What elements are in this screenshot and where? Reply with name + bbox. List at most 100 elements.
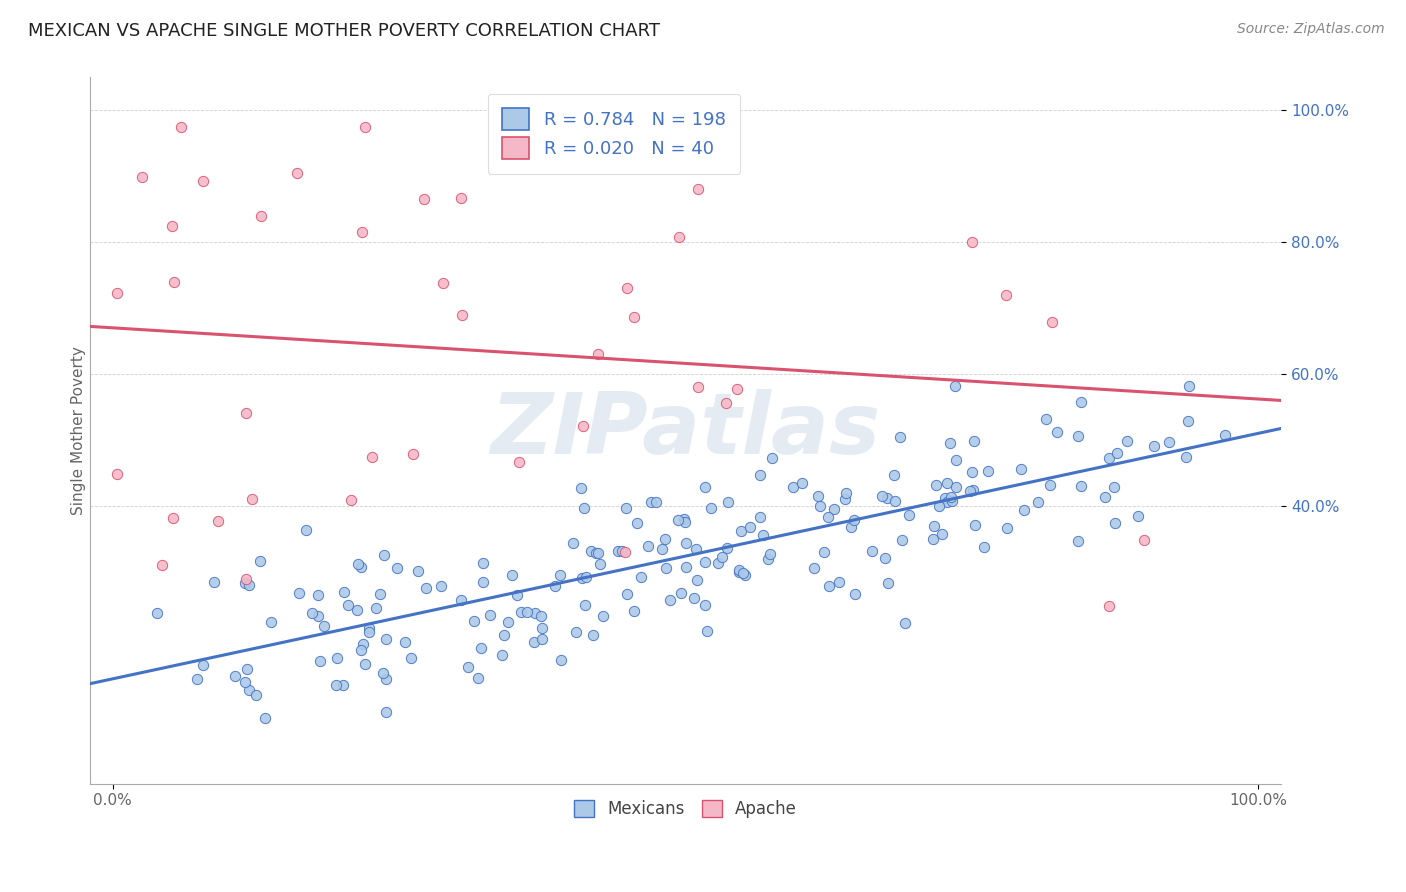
Point — [931, 527, 953, 541]
Point — [579, 543, 602, 558]
Text: ZIPatlas: ZIPatlas — [491, 389, 880, 472]
Point — [782, 480, 804, 494]
Point — [731, 566, 754, 581]
Point — [616, 281, 638, 295]
Point — [564, 625, 586, 640]
Point — [350, 560, 373, 574]
Point — [922, 519, 945, 533]
Point — [685, 542, 707, 557]
Point — [312, 619, 335, 633]
Point — [1177, 414, 1199, 428]
Point — [1094, 490, 1116, 504]
Point — [574, 598, 596, 612]
Point — [450, 593, 472, 607]
Point — [669, 585, 692, 599]
Point — [730, 524, 752, 538]
Point — [695, 555, 717, 569]
Point — [640, 495, 662, 509]
Point — [610, 543, 633, 558]
Point — [695, 480, 717, 494]
Point — [233, 675, 256, 690]
Point — [928, 500, 950, 514]
Point — [571, 571, 593, 585]
Point — [309, 654, 332, 668]
Point — [145, 606, 167, 620]
Point — [883, 468, 905, 483]
Point — [813, 545, 835, 559]
Point — [585, 546, 607, 560]
Point — [333, 584, 356, 599]
Point — [716, 396, 738, 410]
Point — [939, 435, 962, 450]
Point — [659, 592, 682, 607]
Point — [1026, 495, 1049, 509]
Point — [432, 276, 454, 290]
Point — [586, 346, 609, 360]
Point — [235, 405, 257, 419]
Point — [191, 657, 214, 672]
Point — [160, 219, 183, 233]
Point — [1105, 446, 1128, 460]
Point — [415, 581, 437, 595]
Point — [817, 509, 839, 524]
Point — [616, 587, 638, 601]
Point — [588, 546, 610, 560]
Point — [810, 499, 832, 513]
Point — [870, 489, 893, 503]
Point — [827, 574, 849, 589]
Point — [973, 540, 995, 554]
Point — [696, 624, 718, 638]
Point — [523, 634, 546, 648]
Point — [508, 455, 530, 469]
Point — [965, 517, 987, 532]
Point — [332, 678, 354, 692]
Point — [727, 563, 749, 577]
Point — [959, 483, 981, 498]
Point — [394, 635, 416, 649]
Point — [575, 570, 598, 584]
Point — [131, 169, 153, 184]
Point — [207, 514, 229, 528]
Point — [470, 640, 492, 655]
Point — [193, 174, 215, 188]
Point — [238, 683, 260, 698]
Point — [673, 515, 696, 529]
Point — [572, 501, 595, 516]
Point — [375, 672, 398, 686]
Point — [457, 660, 479, 674]
Point — [839, 520, 862, 534]
Legend: Mexicans, Apache: Mexicans, Apache — [568, 793, 803, 825]
Point — [1104, 516, 1126, 531]
Text: MEXICAN VS APACHE SINGLE MOTHER POVERTY CORRELATION CHART: MEXICAN VS APACHE SINGLE MOTHER POVERTY … — [28, 22, 661, 40]
Point — [150, 558, 173, 572]
Point — [941, 494, 963, 508]
Point — [374, 632, 396, 646]
Point — [245, 688, 267, 702]
Point — [288, 586, 311, 600]
Point — [350, 225, 373, 239]
Point — [1132, 533, 1154, 547]
Point — [860, 544, 883, 558]
Point — [301, 606, 323, 620]
Point — [450, 191, 472, 205]
Point — [614, 545, 637, 559]
Point — [406, 564, 429, 578]
Point — [589, 557, 612, 571]
Point — [925, 477, 948, 491]
Point — [430, 579, 453, 593]
Point — [402, 447, 425, 461]
Point — [163, 275, 186, 289]
Point — [235, 576, 257, 591]
Point — [359, 621, 381, 635]
Point — [506, 588, 529, 602]
Point — [285, 166, 308, 180]
Point — [666, 513, 689, 527]
Point — [307, 588, 329, 602]
Point — [686, 574, 709, 588]
Point — [630, 569, 652, 583]
Point — [510, 605, 533, 619]
Point — [654, 533, 676, 547]
Point — [962, 483, 984, 497]
Point — [626, 516, 648, 531]
Point — [1067, 429, 1090, 443]
